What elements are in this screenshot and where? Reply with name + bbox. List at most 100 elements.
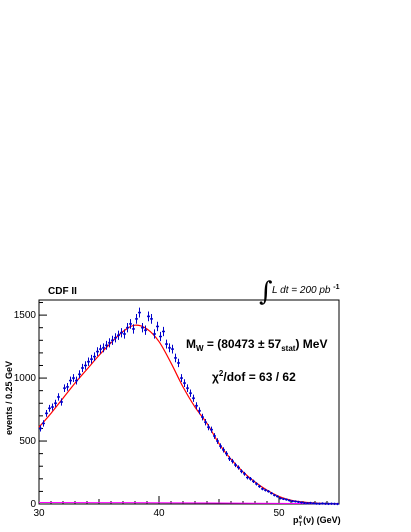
point-marker: [141, 326, 144, 329]
point-marker: [117, 334, 120, 337]
data-point: [186, 384, 189, 392]
luminosity-text: L dt = 200 pb -1: [272, 284, 340, 296]
point-marker: [288, 499, 291, 502]
data-point: [228, 456, 231, 462]
point-marker: [267, 490, 270, 493]
data-point: [171, 344, 174, 354]
point-marker: [279, 497, 282, 500]
data-point: [162, 326, 165, 337]
point-marker: [66, 385, 69, 389]
data-point: [264, 488, 267, 492]
data-point: [204, 418, 207, 426]
point-marker: [294, 500, 297, 503]
data-point: [180, 374, 183, 383]
data-point: [159, 331, 162, 342]
y-axis-label: events / 0.25 GeV: [4, 361, 14, 435]
point-marker: [138, 311, 141, 314]
point-marker: [306, 502, 309, 505]
x-tick-label: 30: [33, 508, 45, 519]
data-point: [75, 376, 78, 385]
point-marker: [168, 346, 171, 350]
data-point: [72, 374, 75, 383]
point-marker: [201, 415, 204, 419]
data-point: [291, 500, 294, 503]
point-marker: [216, 439, 219, 443]
data-point: [273, 493, 276, 497]
point-marker: [39, 427, 42, 430]
point-marker: [240, 470, 243, 473]
data-point: [225, 451, 228, 457]
data-point: [135, 314, 138, 324]
x-tick-label: 50: [273, 508, 285, 519]
point-marker: [249, 477, 252, 481]
point-marker: [102, 346, 105, 350]
point-marker: [177, 361, 180, 365]
point-marker: [213, 434, 216, 438]
point-marker: [153, 332, 156, 336]
point-marker: [186, 386, 189, 390]
data-point: [183, 379, 186, 388]
point-marker: [132, 327, 135, 331]
data-point: [288, 499, 291, 502]
point-marker: [114, 336, 117, 339]
data-point: [123, 329, 126, 339]
point-marker: [225, 452, 228, 455]
point-marker: [255, 482, 258, 486]
data-point: [249, 477, 252, 481]
data-point: [39, 425, 42, 432]
marks: [38, 307, 340, 506]
data-point: [57, 393, 60, 401]
point-marker: [315, 502, 318, 505]
x-tick-label: 40: [153, 508, 165, 519]
data-point: [90, 354, 93, 364]
point-marker: [297, 500, 300, 504]
point-marker: [87, 360, 90, 363]
point-marker: [183, 381, 186, 385]
point-marker: [291, 500, 294, 503]
point-marker: [54, 402, 57, 405]
point-marker: [90, 357, 93, 361]
data-point: [255, 482, 258, 486]
point-marker: [42, 422, 45, 425]
y-tick-label: 1500: [14, 310, 37, 321]
point-marker: [264, 488, 267, 492]
data-point: [117, 330, 120, 340]
point-marker: [84, 364, 87, 367]
data-point: [129, 319, 132, 329]
data-point: [252, 479, 255, 484]
point-marker: [69, 379, 72, 382]
data-point: [222, 447, 225, 453]
data-point: [120, 328, 123, 338]
point-marker: [318, 502, 321, 505]
data-point: [201, 413, 204, 421]
point-marker: [234, 463, 237, 467]
point-marker: [60, 400, 63, 404]
data-point: [78, 370, 81, 379]
point-marker: [300, 501, 303, 504]
data-point: [279, 497, 282, 500]
point-marker: [321, 502, 324, 505]
data-point: [321, 502, 324, 505]
point-marker: [156, 325, 159, 328]
point-marker: [324, 502, 327, 505]
point-marker: [171, 347, 174, 351]
data-point: [258, 484, 261, 488]
data-point: [63, 384, 66, 392]
data-point: [141, 322, 144, 333]
luminosity-label: ∫ L dt = 200 pb -1: [259, 277, 340, 307]
point-marker: [327, 502, 330, 506]
point-marker: [285, 498, 288, 501]
point-marker: [237, 466, 240, 469]
data-point: [306, 502, 309, 505]
data-point: [84, 361, 87, 370]
point-marker: [51, 405, 54, 409]
data-point: [213, 433, 216, 439]
data-point: [207, 424, 210, 431]
point-marker: [219, 444, 222, 448]
y-tick-label: 500: [19, 436, 36, 447]
point-marker: [204, 420, 207, 424]
data-point: [138, 307, 141, 318]
data-point: [216, 438, 219, 444]
